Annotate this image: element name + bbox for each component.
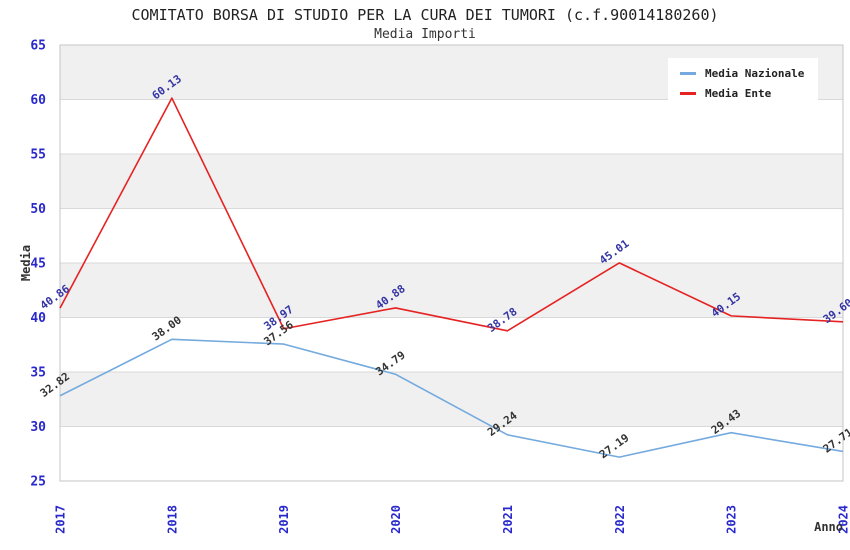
- legend-item-media-ente: Media Ente: [680, 87, 804, 100]
- series-line-media-ente: [59, 97, 844, 332]
- x-tick-label: 2023: [725, 505, 739, 534]
- legend-line-swatch-icon: [680, 72, 696, 75]
- legend-line-swatch-icon: [680, 92, 696, 95]
- grid-band: [60, 426, 843, 481]
- y-tick-label: 35: [30, 366, 46, 381]
- legend-item-media-nazionale: Media Nazionale: [680, 67, 804, 80]
- grid-band: [60, 372, 843, 427]
- grid-band: [60, 208, 843, 263]
- y-tick-label: 50: [30, 202, 46, 217]
- y-tick-label: 25: [30, 475, 46, 490]
- grid-band: [60, 317, 843, 372]
- y-tick-label: 45: [30, 257, 46, 272]
- x-tick-label: 2017: [54, 505, 68, 534]
- y-tick-label: 30: [30, 420, 46, 435]
- x-tick-label: 2020: [389, 505, 403, 534]
- y-axis-title: Media: [19, 245, 33, 281]
- series-line-media-nazionale: [59, 338, 844, 458]
- y-tick-label: 55: [30, 148, 46, 163]
- legend-label: Media Nazionale: [705, 67, 805, 80]
- chart-subtitle: Media Importi: [374, 27, 476, 42]
- chart-title: COMITATO BORSA DI STUDIO PER LA CURA DEI…: [131, 6, 719, 24]
- y-tick-label: 60: [30, 93, 46, 108]
- legend: Media Nazionale Media Ente: [668, 58, 819, 109]
- x-tick-label: 2021: [501, 505, 515, 534]
- x-tick-label: 2024: [837, 505, 850, 534]
- x-axis-title: Anno: [814, 520, 843, 534]
- legend-label: Media Ente: [705, 87, 772, 100]
- x-tick-label: 2018: [165, 505, 179, 534]
- plot-border: [59, 44, 844, 482]
- grid-band: [60, 263, 843, 318]
- grid-band: [60, 154, 843, 209]
- x-tick-label: 2022: [613, 505, 627, 534]
- x-tick-label: 2019: [277, 505, 291, 534]
- y-tick-label: 40: [30, 311, 46, 326]
- y-tick-label: 65: [30, 39, 46, 54]
